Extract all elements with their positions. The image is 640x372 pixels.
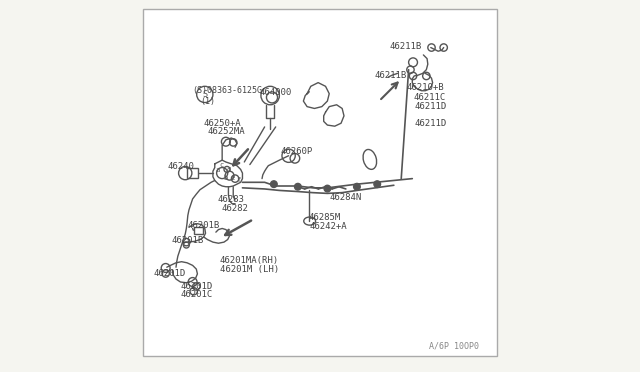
Circle shape bbox=[324, 185, 331, 192]
Text: d: d bbox=[227, 167, 231, 173]
Text: 46260P: 46260P bbox=[280, 147, 312, 156]
Text: A/6P 10OP0: A/6P 10OP0 bbox=[429, 341, 479, 350]
Text: 46201M (LH): 46201M (LH) bbox=[220, 264, 278, 273]
Text: (1): (1) bbox=[200, 97, 215, 106]
Bar bbox=[193, 227, 203, 234]
Text: 46201MA(RH): 46201MA(RH) bbox=[220, 256, 278, 265]
Text: 46240: 46240 bbox=[168, 162, 195, 171]
Text: 46201D: 46201D bbox=[153, 269, 186, 278]
Text: e: e bbox=[231, 174, 236, 180]
Text: 46211C: 46211C bbox=[413, 93, 445, 102]
Text: 46210+B: 46210+B bbox=[407, 83, 444, 92]
FancyBboxPatch shape bbox=[143, 9, 497, 356]
Circle shape bbox=[353, 183, 360, 190]
Circle shape bbox=[271, 181, 277, 187]
Text: 46211B: 46211B bbox=[374, 71, 407, 80]
Text: 46250+A: 46250+A bbox=[204, 119, 241, 128]
Text: 46211D: 46211D bbox=[414, 119, 447, 128]
Text: a: a bbox=[215, 167, 220, 173]
Text: 46252MA: 46252MA bbox=[207, 127, 245, 136]
Text: 46242+A: 46242+A bbox=[310, 222, 348, 231]
Text: 46285M: 46285M bbox=[308, 213, 340, 222]
Circle shape bbox=[294, 183, 301, 190]
Text: 46201D: 46201D bbox=[180, 282, 212, 291]
Text: 46201C: 46201C bbox=[180, 291, 212, 299]
Bar bbox=[187, 169, 198, 178]
Text: b: b bbox=[223, 175, 227, 181]
Text: 46282: 46282 bbox=[221, 204, 248, 214]
Text: 46201B: 46201B bbox=[188, 221, 220, 230]
Text: 46283: 46283 bbox=[218, 195, 244, 204]
Text: 46211B: 46211B bbox=[389, 42, 422, 51]
Text: f: f bbox=[236, 177, 240, 183]
Text: 46211D: 46211D bbox=[414, 102, 447, 111]
Text: 464000: 464000 bbox=[259, 89, 291, 97]
Text: c: c bbox=[219, 162, 223, 168]
Text: 46284N: 46284N bbox=[329, 193, 362, 202]
Text: (S)08363-6125G: (S)08363-6125G bbox=[193, 86, 262, 94]
Circle shape bbox=[374, 181, 381, 187]
Text: S: S bbox=[202, 90, 207, 99]
Text: 46201B: 46201B bbox=[172, 236, 204, 245]
